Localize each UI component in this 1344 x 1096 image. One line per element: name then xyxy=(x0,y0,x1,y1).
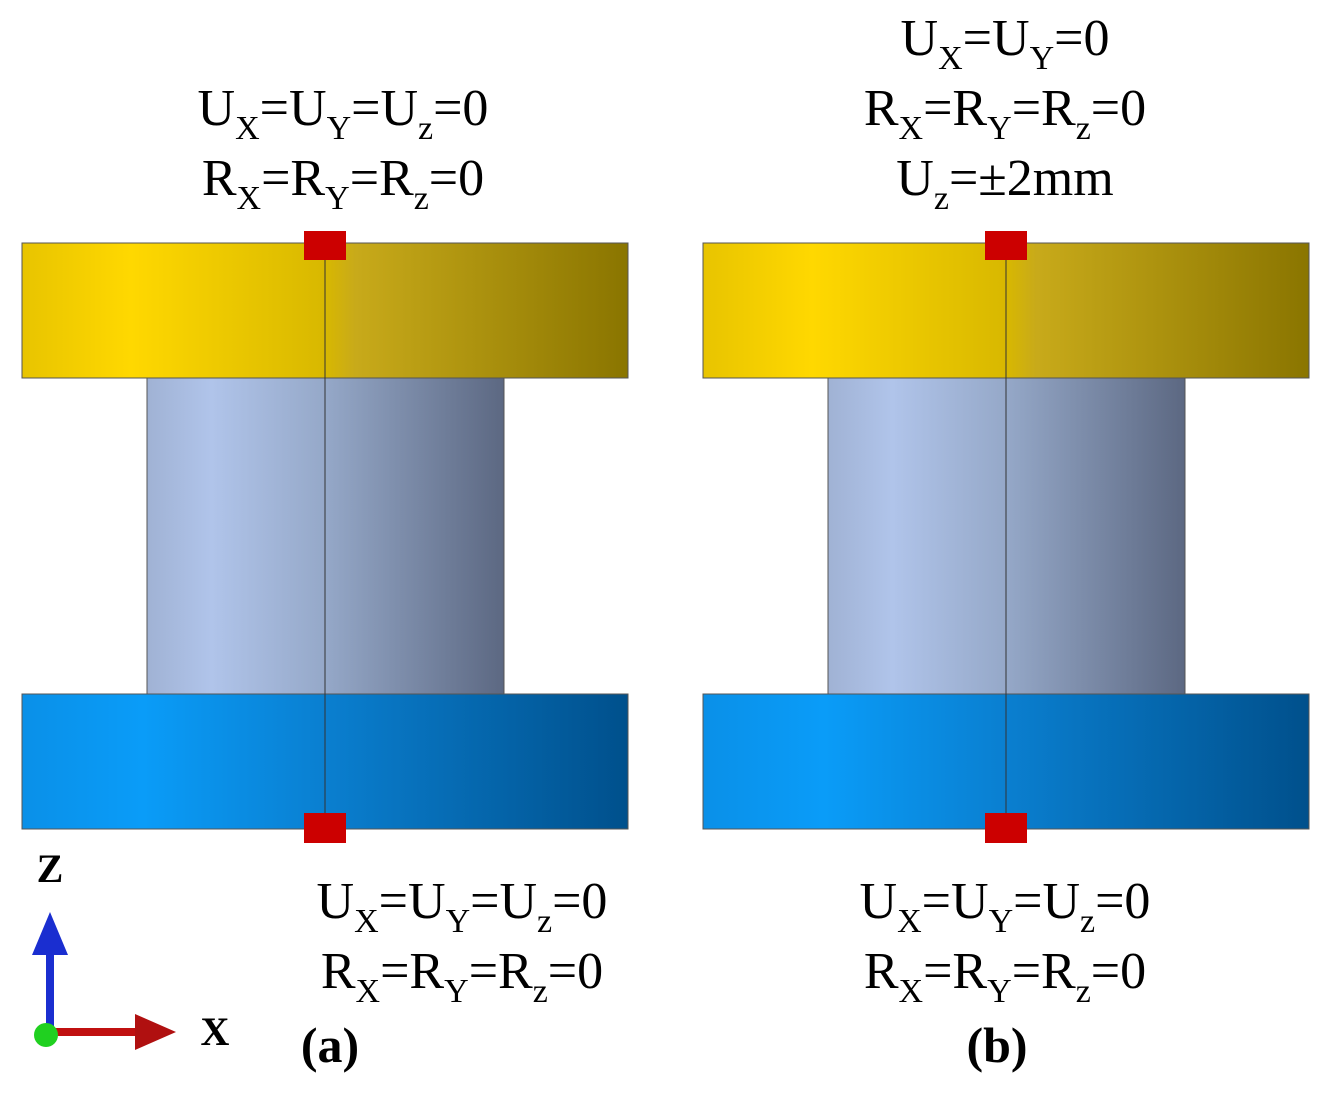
condition-text: =R xyxy=(1012,943,1076,1000)
condition-text: U xyxy=(896,150,934,207)
condition-text: =U xyxy=(922,873,989,930)
condition-line: RX=RY=Rz=0 xyxy=(864,80,1146,147)
condition-text: =R xyxy=(261,150,325,207)
condition-text: =0 xyxy=(548,943,603,1000)
subscript: z xyxy=(533,973,548,1010)
condition-text: =0 xyxy=(1091,80,1146,137)
subscript: z xyxy=(537,903,552,940)
subscript: X xyxy=(354,903,379,940)
condition-line: RX=RY=Rz=0 xyxy=(321,943,603,1010)
reference-point xyxy=(985,813,1027,843)
subscript: z xyxy=(934,180,949,217)
subscript: Y xyxy=(987,110,1012,147)
z-axis-label: Z xyxy=(37,846,64,891)
condition-text: =U xyxy=(351,80,418,137)
reference-point xyxy=(985,231,1027,260)
condition-text: U xyxy=(317,873,355,930)
subscript: z xyxy=(418,110,433,147)
subscript: X xyxy=(938,40,963,77)
condition-text: =R xyxy=(1012,80,1076,137)
reference-point xyxy=(304,231,346,260)
condition-line: UX=UY=0 xyxy=(901,10,1110,77)
subscript: X xyxy=(237,180,262,217)
condition-text: R xyxy=(202,150,237,207)
z-arrow-head xyxy=(32,912,68,955)
condition-text: =R xyxy=(923,80,987,137)
panel-label: (b) xyxy=(966,1017,1027,1073)
y-axis-dot xyxy=(34,1023,58,1047)
reference-point xyxy=(304,813,346,843)
subscript: X xyxy=(235,110,260,147)
condition-text: U xyxy=(901,10,939,67)
condition-text: =U xyxy=(470,873,537,930)
condition-text: =0 xyxy=(1091,943,1146,1000)
condition-text: =R xyxy=(923,943,987,1000)
condition-text: =R xyxy=(350,150,414,207)
subscript: Y xyxy=(325,180,350,217)
condition-text: =±2mm xyxy=(949,150,1114,207)
condition-text: =U xyxy=(963,10,1030,67)
subscript: z xyxy=(1080,903,1095,940)
condition-line: UX=UY=Uz=0 xyxy=(198,80,489,147)
x-axis-label: X xyxy=(201,1009,230,1054)
condition-text: =U xyxy=(379,873,446,930)
condition-text: =0 xyxy=(433,80,488,137)
condition-text: U xyxy=(198,80,236,137)
condition-text: =0 xyxy=(552,873,607,930)
subscript: Y xyxy=(327,110,352,147)
condition-text: =0 xyxy=(1095,873,1150,930)
condition-text: =R xyxy=(380,943,444,1000)
condition-text: =U xyxy=(260,80,327,137)
subscript: Y xyxy=(444,973,469,1010)
subscript: z xyxy=(1076,973,1091,1010)
condition-line: RX=RY=Rz=0 xyxy=(202,150,484,217)
condition-text: =0 xyxy=(1054,10,1109,67)
condition-line: UX=UY=Uz=0 xyxy=(317,873,608,940)
x-arrow-head xyxy=(135,1014,176,1050)
condition-text: R xyxy=(864,80,899,137)
models xyxy=(21,231,1310,843)
condition-text: =U xyxy=(1013,873,1080,930)
subscript: z xyxy=(414,180,429,217)
subscript: X xyxy=(899,110,924,147)
subscript: X xyxy=(899,973,924,1010)
condition-text: =0 xyxy=(429,150,484,207)
condition-text: U xyxy=(860,873,898,930)
condition-text: =R xyxy=(469,943,533,1000)
condition-text: R xyxy=(321,943,356,1000)
panel-label: (a) xyxy=(301,1017,359,1073)
subscript: X xyxy=(897,903,922,940)
condition-text: R xyxy=(864,943,899,1000)
subscript: X xyxy=(356,973,381,1010)
axis-triad: Z X xyxy=(32,846,230,1054)
condition-line: Uz=±2mm xyxy=(896,150,1113,217)
subscript: Y xyxy=(446,903,471,940)
subscript: Y xyxy=(987,973,1012,1010)
condition-line: UX=UY=Uz=0 xyxy=(860,873,1151,940)
subscript: Y xyxy=(1030,40,1055,77)
subscript: z xyxy=(1076,110,1091,147)
subscript: Y xyxy=(989,903,1014,940)
condition-line: RX=RY=Rz=0 xyxy=(864,943,1146,1010)
